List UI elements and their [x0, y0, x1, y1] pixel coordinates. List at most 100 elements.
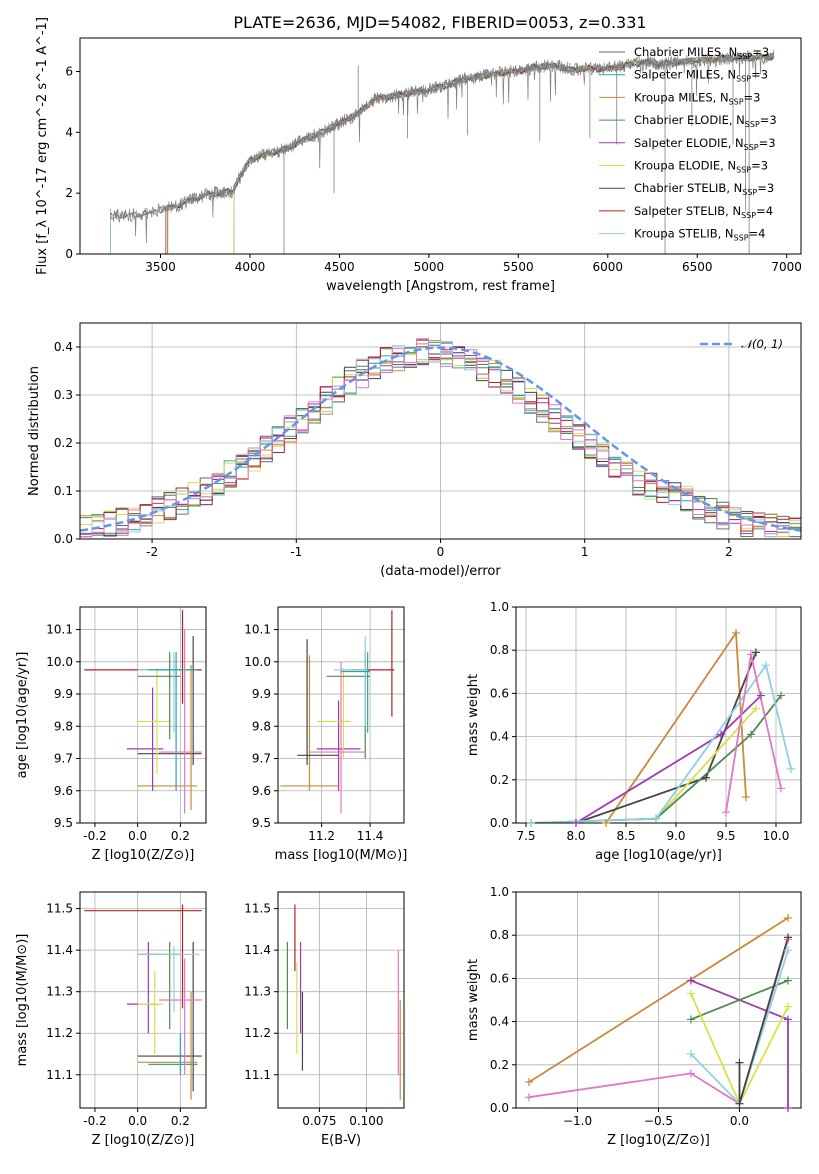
y-tick-label: 11.5 — [244, 902, 271, 916]
weight-marker — [752, 704, 760, 713]
x-tick-label: 0.2 — [171, 829, 190, 843]
age-vs-mass-chart: 11.2 11.4 9.5 9.6 9.7 9.8 9.9 10.0 10.1 mass [log… — [244, 606, 407, 863]
legend-subscript: SSP — [736, 75, 751, 84]
legend-entry: Chabrier STELIB, NSSP=3 — [634, 181, 774, 197]
legend-entry: Chabrier MILES, NSSP=3 — [634, 45, 769, 61]
x-tick-label: 0.100 — [349, 1114, 383, 1128]
weight-marker — [784, 1015, 793, 1024]
weight-marker — [686, 1015, 695, 1024]
x-tick-label: 6000 — [593, 260, 624, 274]
y-tick-label: 0.3 — [54, 388, 73, 402]
legend-entry: Salpeter MILES, NSSP=3 — [634, 68, 768, 84]
legend-count: =3 — [752, 45, 769, 59]
weight-marker — [572, 819, 580, 827]
y-tick-label: 0.0 — [54, 532, 73, 546]
weight-marker — [652, 814, 660, 823]
weight-marker — [784, 933, 793, 942]
plot-area — [84, 610, 202, 814]
y-tick-label: 11.5 — [46, 902, 73, 916]
y-tick-label: 11.3 — [46, 985, 73, 999]
weight-marker — [757, 691, 765, 700]
weight-marker — [747, 650, 755, 659]
legend-subscript: SSP — [736, 166, 751, 175]
x-tick-label: 11.4 — [357, 829, 384, 843]
x-tick-label: 5000 — [414, 260, 445, 274]
x-tick-label: 4000 — [235, 260, 266, 274]
y-tick-label: 9.6 — [252, 784, 271, 798]
legend-subscript: SSP — [741, 211, 756, 220]
legend-entry: Kroupa MILES, NSSP=3 — [634, 90, 760, 106]
y-tick-label: 10.0 — [46, 655, 73, 669]
grid — [80, 607, 206, 824]
legend-entry: 𝒩(0, 1) — [741, 337, 783, 351]
legend-entry: Salpeter ELODIE, NSSP=3 — [634, 136, 776, 152]
y-tick-label: 0.2 — [490, 773, 509, 787]
plot-area — [80, 338, 801, 538]
x-tick-label: 1 — [581, 545, 589, 559]
y-axis-label: age [log10(age/yr)] — [15, 652, 30, 779]
weight-marker — [777, 784, 785, 793]
y-tick-label: 11.2 — [46, 1026, 73, 1040]
legend-entry: Chabrier ELODIE, NSSP=3 — [634, 113, 777, 129]
y-tick-label: 9.9 — [54, 687, 73, 701]
x-tick-label: 8.0 — [566, 829, 585, 843]
x-tick-label: 9.5 — [716, 829, 735, 843]
residual-histogram — [80, 338, 801, 538]
x-tick-label: 0.075 — [302, 1114, 336, 1128]
y-tick-label: 10.1 — [46, 623, 73, 637]
x-axis-label: Z [log10(Z/Z⊙)] — [92, 1133, 195, 1148]
y-tick-label: 9.7 — [252, 752, 271, 766]
plot-area — [84, 904, 202, 1100]
y-axis-label: Normed distribution — [27, 366, 42, 496]
x-tick-label: 5500 — [503, 260, 534, 274]
legend-count: =3 — [751, 159, 768, 173]
x-tick-label: -1 — [290, 545, 302, 559]
weight-marker — [702, 773, 710, 782]
x-tick-label: 7.5 — [516, 829, 535, 843]
plot-frame — [79, 606, 207, 824]
y-tick-label: 11.2 — [244, 1026, 271, 1040]
y-axis-label: mass [log10(M/M⊙)] — [15, 934, 30, 1067]
mass-vs-Z-chart: -0.2 0.0 0.2 11.1 11.2 11.3 11.4 11.5 Z [log10(Z… — [15, 891, 207, 1148]
legend-count: =3 — [751, 68, 768, 82]
x-tick-label: 0.0 — [730, 1114, 749, 1128]
spectrum-chart: 3500 4000 4500 5000 5500 6000 6500 7000 0 2 4 6 wave… — [35, 17, 802, 294]
y-tick-label: 0.4 — [490, 730, 509, 744]
weight-marker — [777, 691, 785, 700]
y-axis-label: mass weight — [466, 959, 481, 1041]
x-axis-label: wavelength [Angstrom, rest frame] — [326, 279, 555, 294]
y-tick-label: 0 — [65, 247, 73, 261]
weight-marker — [747, 730, 755, 739]
y-tick-label: 0.8 — [490, 928, 509, 942]
weight-marker — [752, 648, 760, 657]
weight-line — [528, 917, 789, 1083]
weight-marker — [735, 1099, 744, 1108]
legend-subscript: SSP — [742, 188, 757, 197]
x-tick-label: -0.2 — [83, 1114, 106, 1128]
model-spectrum-line — [109, 53, 774, 254]
y-tick-label: 1.0 — [490, 600, 509, 614]
x-axis-label: Z [log10(Z/Z⊙)] — [92, 848, 195, 863]
x-axis-label: (data-model)/error — [380, 564, 501, 579]
weight-marker — [784, 1104, 793, 1112]
weight-marker — [686, 976, 695, 985]
x-tick-label: 9.0 — [666, 829, 685, 843]
legend-subscript: SSP — [734, 234, 749, 243]
plot-area — [109, 49, 775, 254]
y-tick-label: 4 — [65, 125, 73, 139]
weight-marker — [735, 1058, 744, 1067]
y-tick-label: 9.8 — [54, 719, 73, 733]
x-tick-label: 0.0 — [128, 829, 147, 843]
x-tick-label: 6500 — [682, 260, 713, 274]
y-tick-label: 9.9 — [252, 687, 271, 701]
legend-entry: Kroupa ELODIE, NSSP=3 — [634, 159, 768, 175]
spectrum-legend: Chabrier MILES, NSSP=3 Salpeter MILES, NS… — [599, 45, 777, 243]
mass-vs-ebv-chart: 0.075 0.100 11.1 11.2 11.3 11.4 11.5 E(B-V) — [244, 891, 405, 1148]
y-tick-label: 11.4 — [46, 943, 73, 957]
legend-count: =3 — [757, 181, 774, 195]
y-axis-label: Flux [f_λ 10^-17 erg cm^-2 s^-1 A^-1] — [35, 17, 50, 275]
y-tick-label: 0.0 — [490, 816, 509, 830]
x-tick-label: 0.0 — [128, 1114, 147, 1128]
y-tick-label: 10.1 — [244, 623, 271, 637]
